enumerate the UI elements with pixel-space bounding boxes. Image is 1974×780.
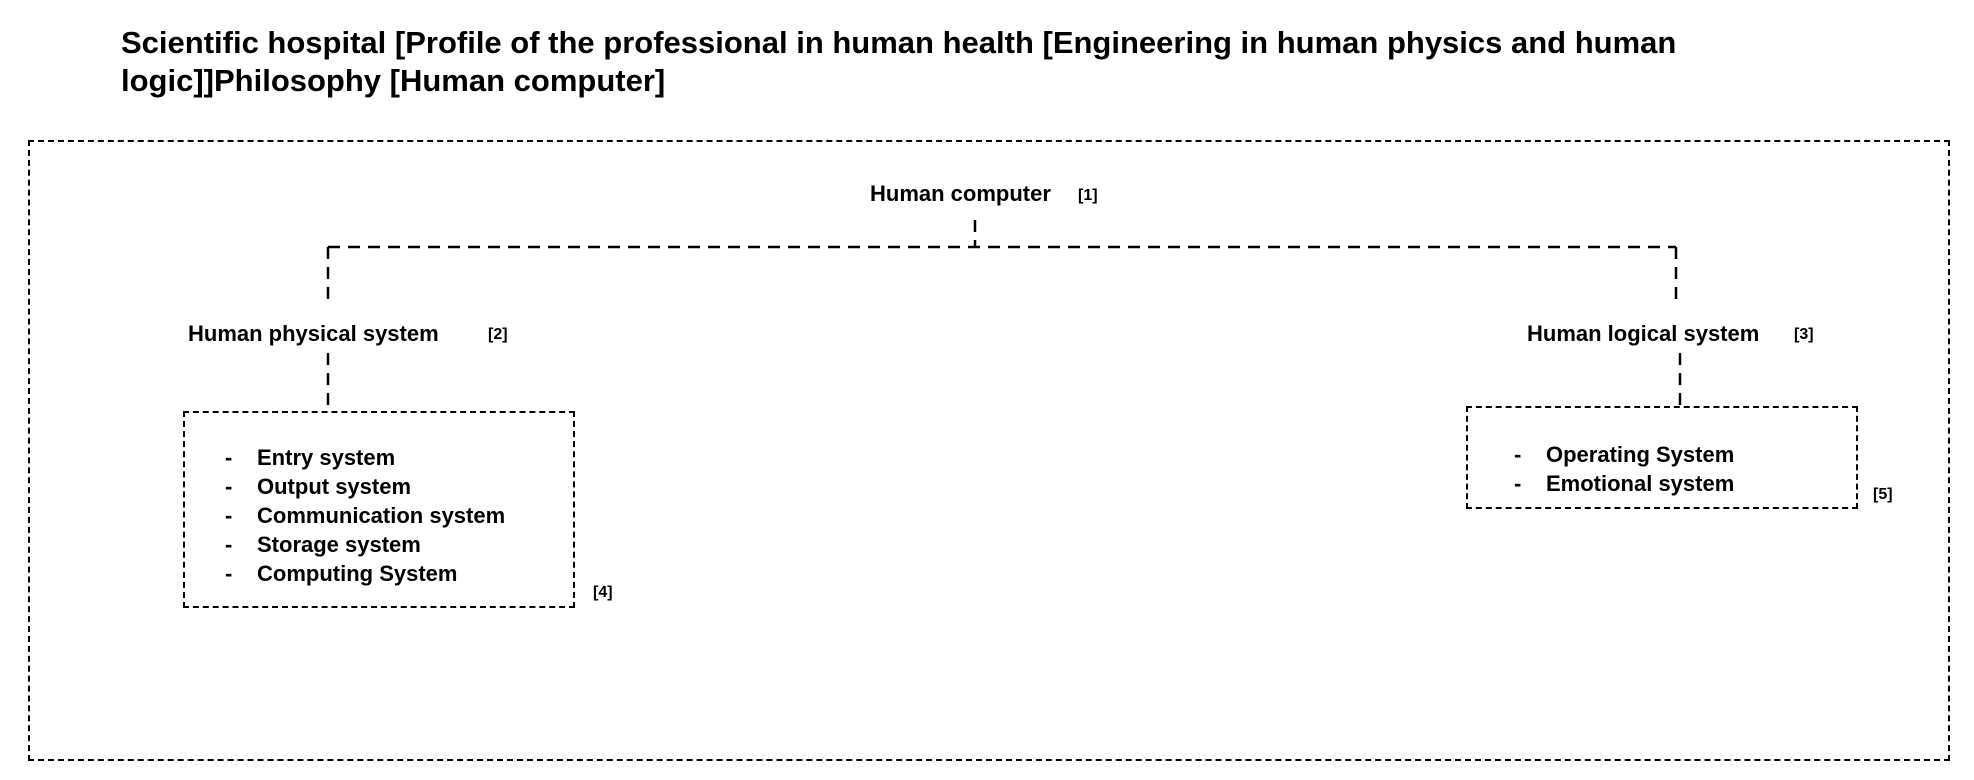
logical-node-ref: [3] [1794, 326, 1814, 343]
diagram-frame [28, 140, 1950, 761]
physical-node-ref: [2] [488, 326, 508, 343]
list-item: - Operating System [1514, 442, 1735, 467]
logical-systems-box: - Operating System - Emotional system [1466, 406, 1858, 509]
list-item: - Emotional system [1514, 471, 1735, 496]
physical-node-label: Human physical system [188, 321, 439, 346]
logical-systems-list: - Operating System - Emotional system [1514, 440, 1856, 498]
list-item: - Output system [225, 474, 412, 499]
list-item: - Entry system [225, 445, 396, 470]
logical-node-label: Human logical system [1527, 321, 1760, 346]
diagram-title: Scientific hospital [Profile of the prof… [121, 25, 1677, 98]
physical-list-ref: [4] [593, 584, 613, 601]
list-item: - Storage system [225, 532, 421, 557]
physical-systems-box: - Entry system - Output system - Communicat… [183, 411, 575, 608]
physical-systems-list: - Entry system - Output system - Communicat… [225, 443, 573, 588]
logical-list-ref: [5] [1873, 486, 1893, 503]
root-node-label: Human computer [870, 181, 1051, 206]
list-item: - Computing System [225, 561, 458, 586]
root-node-ref: [1] [1078, 187, 1098, 204]
list-item: - Communication system [225, 503, 506, 528]
